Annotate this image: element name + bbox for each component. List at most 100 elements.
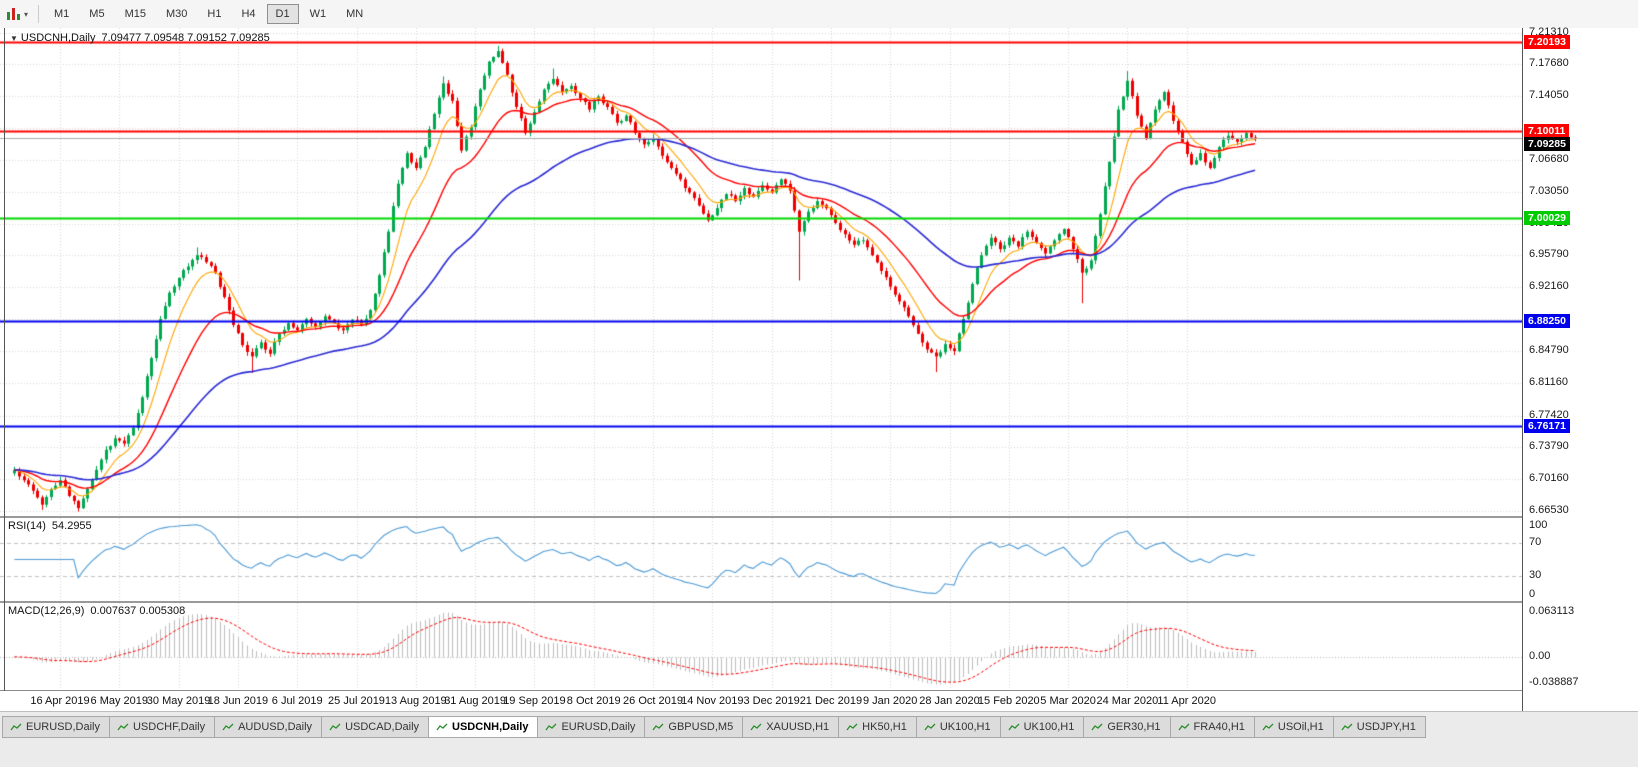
chart-tab-usdchf-daily[interactable]: USDCHF,Daily [109, 716, 216, 738]
time-axis[interactable]: 16 Apr 2019 6 May 2019 30 May 2019 18 Jun 2… [0, 691, 1522, 711]
time-axis-label: 31 Aug 2019 [444, 695, 506, 707]
price-chart-canvas[interactable] [0, 28, 1522, 516]
chart-tab-eurusd-daily[interactable]: EURUSD,Daily [2, 716, 110, 738]
chart-tab-gbpusd-m5[interactable]: GBPUSD,M5 [645, 716, 744, 738]
macd-indicator-canvas[interactable] [0, 603, 1522, 690]
time-axis-label: 24 Mar 2020 [1096, 695, 1159, 707]
macd-indicator-label: MACD(12,26,9) 0.007637 0.005308 [8, 605, 185, 617]
timeframe-button-h1[interactable]: H1 [207, 8, 222, 20]
time-axis-label: 3 Dec 2019 [743, 695, 800, 707]
chart-tab-label: HK50,H1 [862, 721, 907, 733]
chart-tab-uk100-h1[interactable]: UK100,H1 [1000, 716, 1085, 738]
chart-tab-icon [924, 723, 936, 731]
chart-tab-audusd-daily[interactable]: AUDUSD,Daily [215, 716, 323, 738]
chart-tab-icon [1178, 723, 1190, 731]
timeframe-button-w1[interactable]: W1 [309, 8, 327, 20]
price-scale-border [1522, 28, 1523, 711]
timeframe-button-m5[interactable]: M5 [89, 8, 105, 20]
time-axis-label: 8 Oct 2019 [566, 695, 621, 707]
chart-tab-label: USDJPY,H1 [1356, 721, 1416, 733]
chart-tab-xauusd-h1[interactable]: XAUUSD,H1 [743, 716, 840, 738]
chart-tab-usdcad-daily[interactable]: USDCAD,Daily [322, 716, 430, 738]
time-axis-label: 6 Jul 2019 [271, 695, 323, 707]
resistance-level-badge-lower: 7.10011 [1524, 124, 1570, 139]
timeframe-button-mn[interactable]: MN [346, 8, 364, 20]
chart-tab-label: GER30,H1 [1107, 721, 1161, 733]
chart-tab-usdjpy-h1[interactable]: USDJPY,H1 [1333, 716, 1426, 738]
candlestick-chart-icon[interactable] [6, 7, 22, 21]
chevron-down-icon[interactable]: ▾ [24, 9, 29, 19]
time-axis-label: 19 Sep 2019 [503, 695, 566, 707]
rsi-axis-label: 30 [1529, 569, 1542, 582]
support-level-badge-blue-lower: 6.76171 [1524, 419, 1570, 434]
panel-splitter[interactable] [0, 601, 1638, 603]
price-axis-label: 6.73790 [1529, 440, 1569, 453]
chart-tab-icon [1341, 723, 1353, 731]
price-axis-label: 7.03050 [1529, 184, 1569, 197]
chart-tab-icon [436, 723, 448, 731]
rsi-axis-label: 100 [1529, 519, 1548, 531]
chart-tab-icon [10, 723, 22, 731]
chart-tab-icon [1008, 723, 1020, 731]
macd-name: MACD(12,26,9) [8, 605, 85, 617]
timeframe-buttons: M1 M5 M15 M30 H1 H4 D1 W1 MN [45, 4, 372, 24]
chart-symbol-header: ▼ USDCNH,Daily 7.09477 7.09548 7.09152 7.0… [10, 32, 270, 44]
chart-tab-usdcnh-daily[interactable]: USDCNH,Daily [429, 716, 539, 738]
price-axis-label: 6.70160 [1529, 471, 1569, 484]
time-axis-label: 30 May 2019 [146, 695, 211, 707]
current-price-badge: 7.09285 [1524, 137, 1570, 152]
rsi-name: RSI(14) [8, 520, 46, 532]
price-axis[interactable]: 7.213107.176807.140507.066807.030506.994… [1523, 26, 1638, 711]
chart-tab-icon [1262, 723, 1274, 731]
timeframe-button-h4[interactable]: H4 [241, 8, 256, 20]
chart-tab-eurusd-daily[interactable]: EURUSD,Daily [538, 716, 646, 738]
macd-axis-label: -0.038887 [1529, 676, 1579, 688]
time-axis-label: 28 Jan 2020 [919, 695, 980, 707]
price-axis-label: 6.95790 [1529, 248, 1569, 261]
time-axis-label: 9 Jan 2020 [862, 695, 918, 707]
time-axis-label: 6 May 2019 [90, 695, 149, 707]
timeframe-button-m30[interactable]: M30 [165, 8, 188, 20]
resistance-level-badge-upper: 7.20193 [1524, 35, 1570, 50]
rsi-indicator-canvas[interactable] [0, 518, 1522, 601]
rsi-value: 54.2955 [51, 520, 92, 532]
timeframe-button-m15[interactable]: M15 [124, 8, 146, 20]
time-axis-label: 5 Mar 2020 [1040, 695, 1096, 707]
panel-splitter[interactable] [0, 516, 1638, 518]
chart-tab-icon [1091, 723, 1103, 731]
chart-tab-label: GBPUSD,M5 [668, 721, 734, 733]
chart-tab-hk50-h1[interactable]: HK50,H1 [839, 716, 917, 738]
chart-tab-icon [545, 723, 557, 731]
price-axis-label: 6.84790 [1529, 344, 1569, 357]
chart-tab-label: USDCHF,Daily [132, 721, 206, 733]
time-axis-label: 26 Oct 2019 [623, 695, 683, 707]
rsi-indicator-label: RSI(14) 54.2955 [8, 520, 92, 532]
chart-tab-usoil-h1[interactable]: USOil,H1 [1254, 716, 1334, 738]
collapse-icon[interactable]: ▼ [10, 34, 18, 43]
support-level-badge-blue-upper: 6.88250 [1524, 314, 1570, 329]
chart-tab-label: EURUSD,Daily [26, 721, 100, 733]
chart-type-selector[interactable]: ▾ [6, 7, 28, 21]
time-axis-label: 18 Jun 2019 [207, 695, 269, 707]
symbol-label: USDCNH,Daily [20, 32, 96, 44]
timeframe-button-m1[interactable]: M1 [54, 8, 70, 20]
chart-tab-fra40-h1[interactable]: FRA40,H1 [1170, 716, 1255, 738]
chart-tab-icon [750, 723, 762, 731]
chart-tab-label: XAUUSD,H1 [766, 721, 830, 733]
macd-values: 0.007637 0.005308 [90, 605, 186, 617]
chart-tab-label: EURUSD,Daily [561, 721, 636, 733]
macd-axis-label: 0.063113 [1529, 605, 1575, 617]
macd-axis-label: 0.00 [1529, 649, 1551, 662]
toolbar-separator [38, 5, 40, 23]
price-axis-label: 6.92160 [1529, 279, 1569, 292]
chart-tab-icon [652, 723, 664, 731]
price-axis-label: 7.06680 [1529, 153, 1569, 166]
chart-tab-label: UK100,H1 [1023, 721, 1075, 733]
timeframe-toolbar: ▾ M1 M5 M15 M30 H1 H4 D1 W1 MN [0, 0, 1638, 29]
chart-tab-uk100-h1[interactable]: UK100,H1 [916, 716, 1001, 738]
chart-tab-ger30-h1[interactable]: GER30,H1 [1084, 716, 1171, 738]
price-axis-label: 6.81160 [1529, 375, 1568, 388]
chart-tab-label: FRA40,H1 [1193, 721, 1245, 733]
timeframe-button-d1[interactable]: D1 [266, 4, 299, 24]
chart-tab-label: AUDUSD,Daily [238, 721, 313, 733]
